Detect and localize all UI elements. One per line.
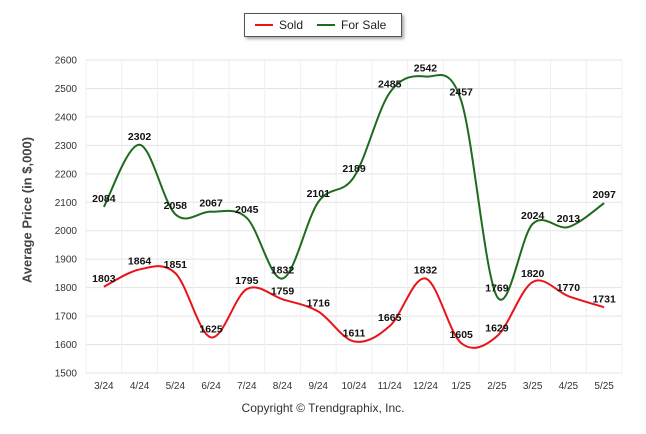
data-label-sold-10-24: 1611 xyxy=(343,327,366,339)
data-label-sold-4-25: 1770 xyxy=(557,282,581,294)
x-tick-label-7-24: 7/24 xyxy=(237,381,257,392)
data-labels: 1803 1864 1851 1625 1795 1759 1716 1611 1665 1832… xyxy=(92,63,616,342)
x-tick-label-4-25: 4/25 xyxy=(559,381,579,392)
data-label-for-sale-9-24: 2101 xyxy=(307,188,331,200)
data-label-sold-3-25: 1820 xyxy=(521,268,545,280)
data-label-sold-6-24: 1625 xyxy=(199,323,223,335)
x-tick-label-9-24: 9/24 xyxy=(309,381,329,392)
legend-label-for-sale: For Sale xyxy=(341,18,387,32)
y-axis-label: Average Price (in $,000) xyxy=(19,136,35,284)
data-label-for-sale-8-24: 1832 xyxy=(271,265,295,277)
data-label-for-sale-5-24: 2058 xyxy=(164,200,188,212)
data-label-sold-7-24: 1795 xyxy=(235,275,259,287)
data-label-sold-1-25: 1605 xyxy=(450,329,474,341)
data-label-sold-12-24: 1832 xyxy=(414,265,438,277)
x-tick-label-1-25: 1/25 xyxy=(451,381,471,392)
x-axis-tick-labels: 3/24 4/24 5/24 6/24 7/24 8/24 9/24 10/24 11/24 12… xyxy=(94,381,614,392)
x-tick-label-8-24: 8/24 xyxy=(273,381,293,392)
data-label-sold-9-24: 1716 xyxy=(307,298,331,310)
y-tick-label-1500: 1500 xyxy=(55,369,78,380)
x-tick-label-11-24: 11/24 xyxy=(378,381,403,392)
data-label-for-sale-11-24: 2485 xyxy=(378,79,402,91)
x-tick-label-5-24: 5/24 xyxy=(166,381,186,392)
data-label-sold-11-24: 1665 xyxy=(378,312,402,324)
y-tick-label-1700: 1700 xyxy=(55,312,78,323)
legend-swatch-for-sale xyxy=(317,24,335,26)
series-line-for-sale xyxy=(102,74,605,301)
x-tick-label-3-25: 3/25 xyxy=(523,381,543,392)
x-tick-label-6-24: 6/24 xyxy=(201,381,221,392)
data-label-sold-3-24: 1803 xyxy=(92,273,116,285)
data-label-for-sale-4-24: 2302 xyxy=(128,131,152,143)
legend-item-sold[interactable]: Sold xyxy=(255,18,303,32)
data-label-for-sale-3-24: 2084 xyxy=(92,193,116,205)
data-label-sold-5-25: 1731 xyxy=(592,293,616,305)
copyright-credit: Copyright © Trendgraphix, Inc. xyxy=(241,401,405,415)
y-tick-label-2200: 2200 xyxy=(55,169,78,180)
legend-label-sold: Sold xyxy=(279,18,304,32)
data-label-for-sale-6-24: 2067 xyxy=(199,198,223,210)
y-tick-label-1900: 1900 xyxy=(55,255,78,266)
y-tick-label-2400: 2400 xyxy=(55,112,78,123)
grid-lines xyxy=(85,59,623,374)
data-label-for-sale-2-25: 1769 xyxy=(485,282,509,294)
data-label-for-sale-5-25: 2097 xyxy=(592,189,616,201)
data-label-for-sale-7-24: 2045 xyxy=(235,204,259,216)
x-tick-label-4-24: 4/24 xyxy=(130,381,150,392)
data-label-for-sale-3-25: 2024 xyxy=(521,210,545,222)
y-tick-label-2000: 2000 xyxy=(55,226,78,237)
y-tick-label-2300: 2300 xyxy=(55,141,78,152)
x-tick-label-3-24: 3/24 xyxy=(94,381,114,392)
data-label-for-sale-10-24: 2189 xyxy=(342,163,366,175)
data-label-sold-8-24: 1759 xyxy=(271,285,295,297)
y-tick-label-1600: 1600 xyxy=(55,340,78,351)
x-tick-label-2-25: 2/25 xyxy=(487,381,507,392)
data-label-sold-5-24: 1851 xyxy=(164,259,188,271)
data-label-sold-2-25: 1629 xyxy=(485,322,509,334)
data-label-sold-4-24: 1864 xyxy=(128,255,152,267)
data-label-for-sale-12-24: 2542 xyxy=(414,63,438,75)
legend-swatch-sold xyxy=(255,24,273,26)
y-tick-label-2600: 2600 xyxy=(55,56,78,67)
x-tick-label-5-25: 5/25 xyxy=(594,381,614,392)
data-label-for-sale-4-25: 2013 xyxy=(557,213,581,225)
x-tick-label-12-24: 12/24 xyxy=(413,381,438,392)
y-tick-label-2100: 2100 xyxy=(55,198,78,209)
legend-item-for-sale[interactable]: For Sale xyxy=(317,18,386,32)
legend: Sold For Sale xyxy=(244,13,402,37)
y-axis-tick-labels: 1500 1600 1700 1800 1900 2000 2100 2200 2300 2400… xyxy=(55,56,78,380)
series-line-sold xyxy=(103,265,605,349)
y-tick-label-1800: 1800 xyxy=(55,283,78,294)
y-tick-label-2500: 2500 xyxy=(55,84,78,95)
series-lines xyxy=(102,74,605,349)
data-label-for-sale-1-25: 2457 xyxy=(450,87,474,99)
x-tick-label-10-24: 10/24 xyxy=(341,381,366,392)
